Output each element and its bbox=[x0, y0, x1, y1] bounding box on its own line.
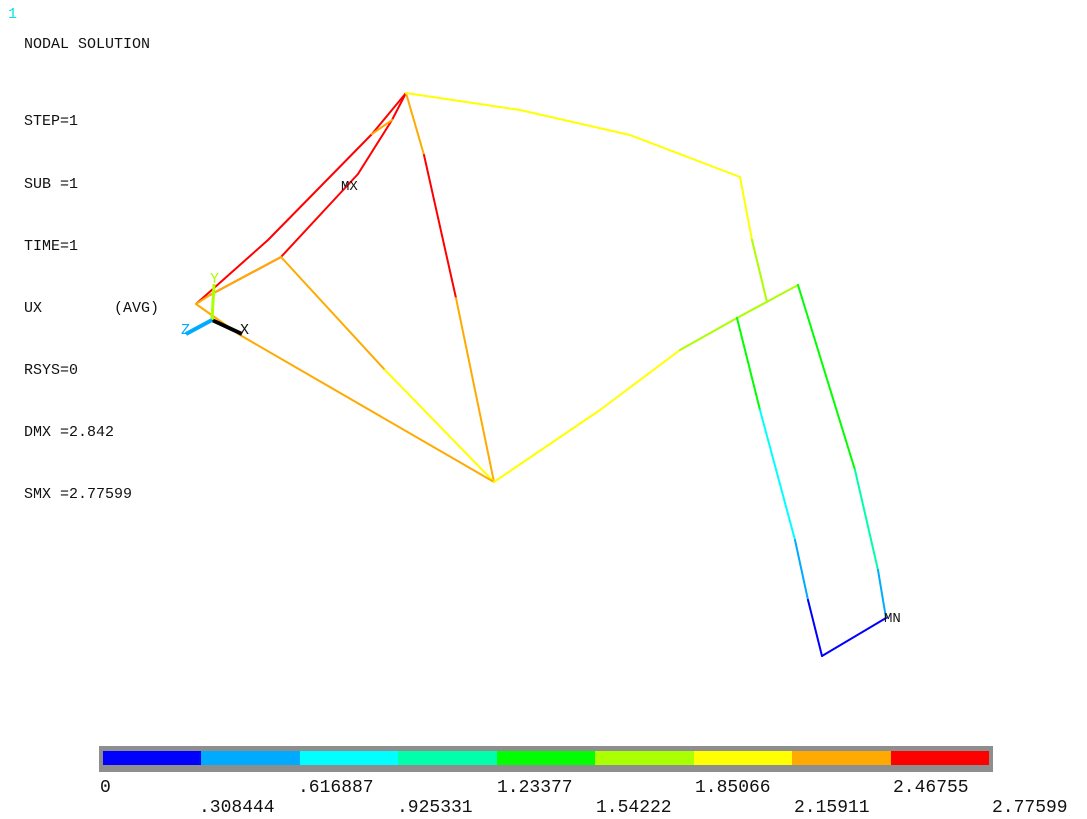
legend-label-6: 1.85066 bbox=[695, 778, 771, 798]
legend-band-9 bbox=[890, 751, 989, 765]
member-left-outer bbox=[195, 92, 407, 305]
legend-band-5 bbox=[496, 751, 596, 765]
window-number: 1 bbox=[8, 6, 18, 23]
member-rect-left-bottom bbox=[807, 599, 823, 657]
legend-label-2: .616887 bbox=[298, 778, 374, 798]
legend-band-2 bbox=[201, 751, 300, 765]
member-central-red bbox=[423, 154, 457, 299]
member-central-upper bbox=[405, 92, 425, 156]
legend-label-3: .925331 bbox=[397, 798, 473, 818]
legend-band-1 bbox=[103, 751, 202, 765]
triad-z-label: Z bbox=[181, 322, 190, 339]
member-diagonal-mid-low bbox=[384, 369, 495, 483]
legend-band-4 bbox=[398, 751, 497, 765]
member-rising-chord-high bbox=[679, 284, 799, 351]
member-rect-right-top bbox=[797, 284, 856, 471]
member-left-top-segment bbox=[371, 119, 393, 135]
member-rect-right-low bbox=[877, 569, 887, 619]
member-rect-left-low bbox=[794, 539, 809, 601]
legend-band-7 bbox=[693, 751, 793, 765]
min-marker-label: MN bbox=[884, 611, 901, 627]
member-rising-chord-low bbox=[493, 349, 681, 483]
member-rect-left-top bbox=[736, 317, 761, 411]
info-line-smx: SMX =2.77599 bbox=[24, 485, 133, 503]
legend-label-7: 2.15911 bbox=[794, 798, 870, 818]
legend-band-6 bbox=[595, 751, 694, 765]
member-central-lower bbox=[455, 297, 495, 483]
legend-label-5: 1.54222 bbox=[596, 798, 672, 818]
legend-label-4: 1.23377 bbox=[497, 778, 573, 798]
legend-label-8: 2.46755 bbox=[893, 778, 969, 798]
triad-x-label: X bbox=[240, 322, 249, 339]
legend-label-1: .308444 bbox=[199, 798, 275, 818]
member-left-inner-lower bbox=[195, 256, 282, 305]
structure-wireframe bbox=[195, 92, 887, 657]
member-right-vertical bbox=[739, 176, 753, 241]
contour-legend-bar bbox=[99, 746, 993, 772]
triad-y-axis bbox=[210, 283, 216, 321]
legend-label-9: 2.77599 bbox=[992, 798, 1068, 818]
info-line-rsys: RSYS=0 bbox=[24, 361, 79, 379]
legend-color-bands bbox=[103, 751, 989, 765]
triad-z-axis bbox=[185, 318, 213, 336]
coordinate-triad: X Y Z bbox=[181, 271, 249, 339]
member-right-vertical-low bbox=[751, 239, 768, 303]
info-line-quantity: UX (AVG) bbox=[24, 299, 160, 317]
legend-label-0: 0 bbox=[100, 778, 111, 798]
member-rect-left-mid bbox=[759, 409, 796, 541]
info-line-time: TIME=1 bbox=[24, 237, 79, 255]
structure-plot: X Y Z MX MN bbox=[181, 92, 901, 657]
plot-title: NODAL SOLUTION bbox=[24, 36, 151, 53]
legend-band-3 bbox=[299, 751, 399, 765]
member-rect-bottom bbox=[821, 617, 887, 657]
member-rect-right-mid bbox=[854, 469, 879, 571]
solution-info-block: STEP=1 SUB =1 TIME=1 UX (AVG) RSYS=0 DMX… bbox=[24, 71, 159, 547]
max-marker-label: MX bbox=[341, 179, 358, 195]
info-line-dmx: DMX =2.842 bbox=[24, 423, 115, 441]
member-diagonal-mid bbox=[280, 256, 386, 371]
info-line-sub: SUB =1 bbox=[24, 175, 79, 193]
triad-x-axis bbox=[211, 318, 243, 336]
legend-band-8 bbox=[792, 751, 891, 765]
info-line-step: STEP=1 bbox=[24, 113, 79, 131]
member-top-arch bbox=[405, 92, 741, 178]
triad-y-label: Y bbox=[210, 271, 219, 288]
